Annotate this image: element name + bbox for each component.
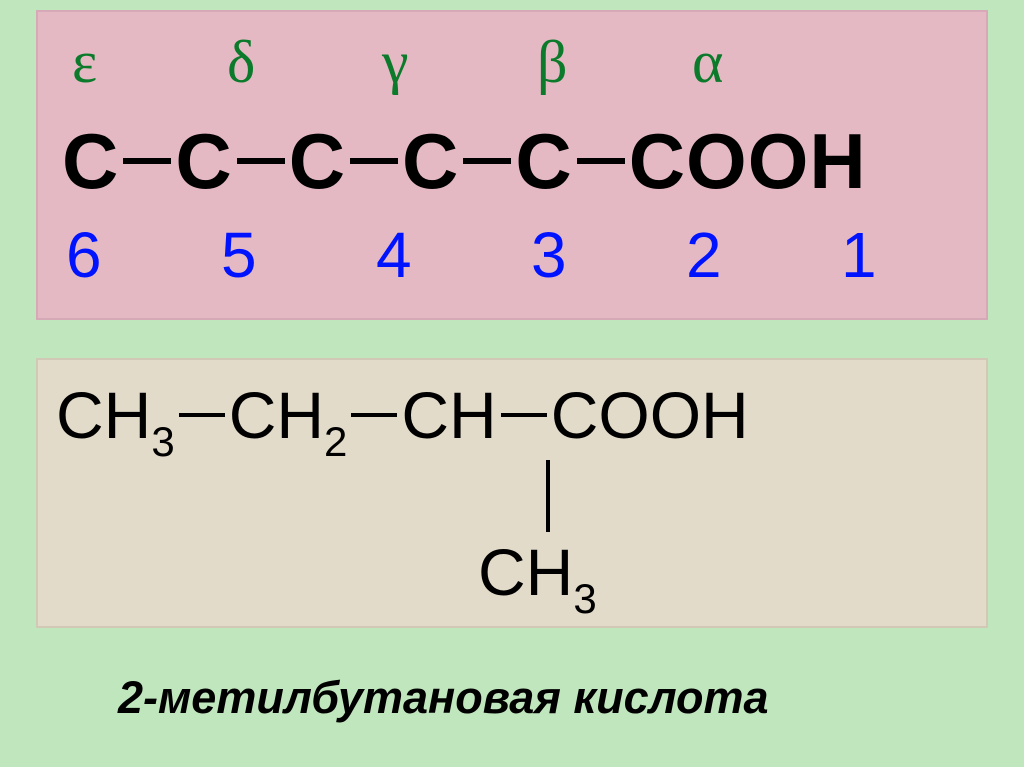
bond-icon	[463, 158, 511, 164]
bond-icon	[237, 158, 285, 164]
pos-2: 2	[658, 218, 813, 298]
main-chain-row: CH3 CH2 CH COOH	[56, 382, 749, 448]
carbon-5: C	[175, 116, 232, 207]
ch3-branch: CH3	[478, 534, 597, 610]
carbon-4: C	[289, 116, 346, 207]
cooh-group: COOH	[629, 116, 867, 207]
pos-5: 5	[193, 218, 348, 298]
vertical-bond-icon	[546, 460, 550, 532]
bond-icon	[350, 158, 398, 164]
greek-beta: β	[503, 28, 658, 98]
structural-formula-panel: CH3 CH2 CH COOH CH3	[36, 358, 988, 628]
greek-letter-row: ε δ γ β α	[38, 28, 990, 98]
bond-icon	[123, 158, 171, 164]
bond-icon	[179, 413, 225, 417]
cooh-group: COOH	[551, 382, 749, 448]
carbon-chain-row: C C C C C COOH	[38, 116, 990, 206]
greek-epsilon: ε	[38, 28, 193, 98]
pos-6: 6	[38, 218, 193, 298]
pos-4: 4	[348, 218, 503, 298]
carbon-3: C	[402, 116, 459, 207]
compound-name-label: 2-метилбутановая кислота	[118, 672, 769, 724]
position-number-row: 6 5 4 3 2 1	[38, 218, 990, 298]
carbon-6: C	[62, 116, 119, 207]
greek-delta: δ	[193, 28, 348, 98]
greek-alpha: α	[658, 28, 813, 98]
bond-icon	[501, 413, 547, 417]
ch3-left: CH3	[56, 382, 175, 448]
bond-icon	[577, 158, 625, 164]
greek-numbering-panel: ε δ γ β α C C C C C COOH 6 5 4 3 2 1	[36, 10, 988, 320]
ch-branch-point: CH	[401, 382, 496, 448]
ch2-group: CH2	[229, 382, 348, 448]
carbon-2: C	[515, 116, 572, 207]
bond-icon	[351, 413, 397, 417]
pos-1: 1	[813, 218, 968, 298]
greek-gamma: γ	[348, 28, 503, 98]
pos-3: 3	[503, 218, 658, 298]
